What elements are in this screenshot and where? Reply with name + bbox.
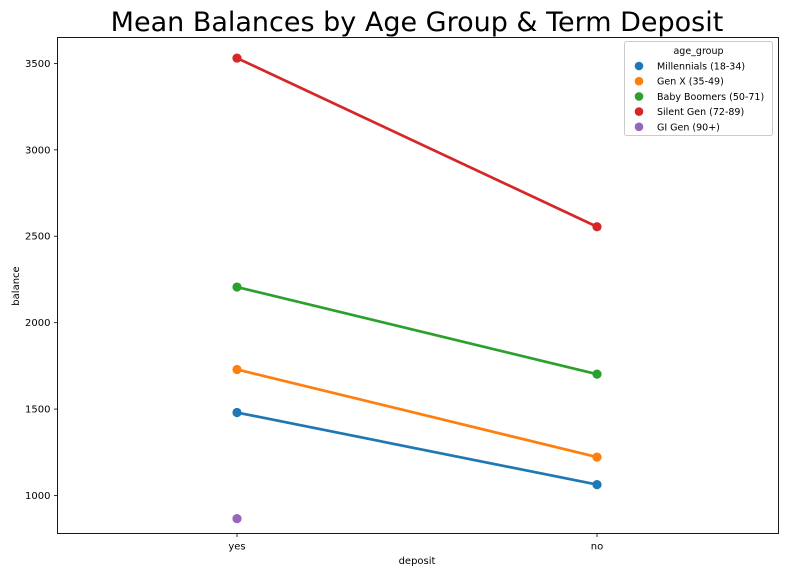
series-group xyxy=(232,364,602,462)
chart-title: Mean Balances by Age Group & Term Deposi… xyxy=(111,7,724,38)
legend-box xyxy=(624,41,773,136)
y-tick-label: 1500 xyxy=(25,405,50,416)
legend: age_group Millennials (18-34) Gen X (35-4… xyxy=(624,41,773,136)
x-axis-label: deposit xyxy=(399,556,436,567)
x-axis: yes no xyxy=(228,533,603,553)
x-tick-label: yes xyxy=(228,542,245,553)
data-point xyxy=(232,407,242,418)
series-line xyxy=(235,368,599,459)
legend-label: Gen X (35-49) xyxy=(657,77,724,88)
legend-label: Silent Gen (72-89) xyxy=(657,107,744,118)
y-tick-label: 3000 xyxy=(25,145,50,156)
y-tick-label: 2500 xyxy=(25,232,50,243)
y-tick-label: 2000 xyxy=(25,318,50,329)
series-group xyxy=(232,282,602,379)
legend-label: Millennials (18-34) xyxy=(657,62,745,73)
data-point xyxy=(592,479,602,490)
series-group xyxy=(232,53,602,232)
legend-items: Millennials (18-34) Gen X (35-49) Baby Boo… xyxy=(634,61,764,133)
legend-marker xyxy=(634,107,644,116)
y-tick-label: 1000 xyxy=(25,491,50,502)
data-point xyxy=(232,53,242,63)
x-tick-label: no xyxy=(591,542,603,553)
series-group xyxy=(232,514,242,524)
legend-marker xyxy=(634,61,644,71)
y-axis-label: balance xyxy=(11,266,22,305)
plot-area xyxy=(57,37,779,534)
legend-title: age_group xyxy=(673,46,723,57)
data-point xyxy=(592,452,602,462)
y-tick-label: 3500 xyxy=(25,59,50,70)
y-axis: 1000 1500 2000 2500 3000 3500 xyxy=(25,59,58,502)
legend-marker xyxy=(634,92,644,101)
legend-marker xyxy=(634,76,644,86)
data-point xyxy=(232,364,242,375)
series-line xyxy=(235,285,599,376)
series-layer xyxy=(232,53,602,524)
legend-marker xyxy=(634,122,644,132)
series-line xyxy=(235,411,599,486)
data-point xyxy=(592,222,602,232)
series-group xyxy=(232,407,602,490)
data-point xyxy=(232,514,242,524)
series-line xyxy=(235,56,599,229)
legend-label: Baby Boomers (50-71) xyxy=(657,92,764,103)
legend-label: GI Gen (90+) xyxy=(657,122,720,133)
data-point xyxy=(592,369,602,379)
data-point xyxy=(232,282,242,292)
